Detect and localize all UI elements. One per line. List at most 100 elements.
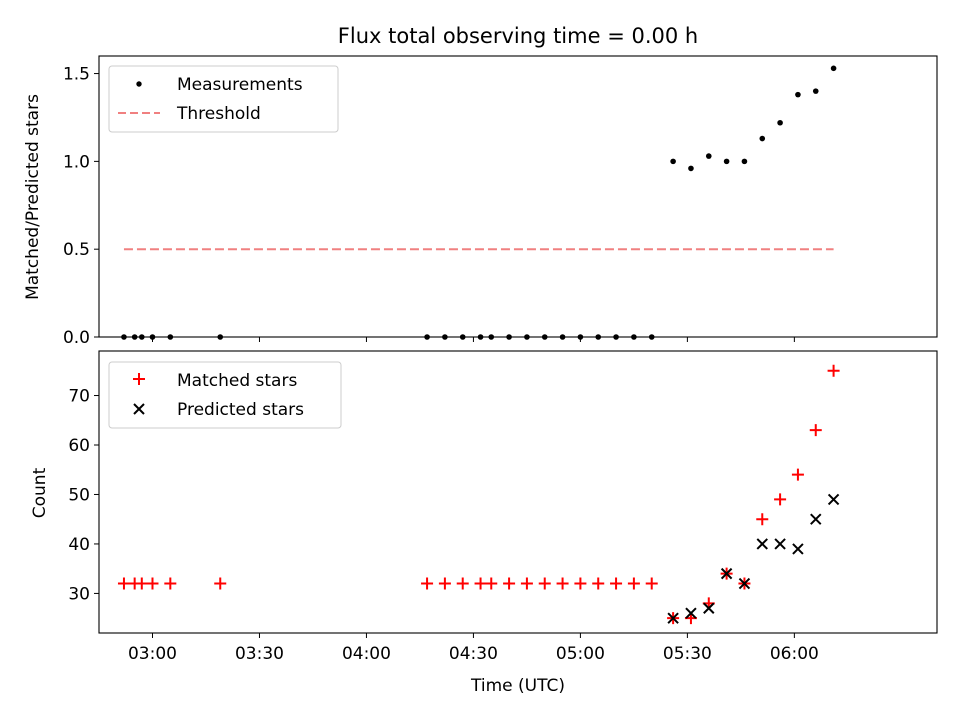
predicted-stars-point xyxy=(685,607,697,619)
legend-predicted-stars-label: Predicted stars xyxy=(177,400,304,420)
bottom-y-tick-label: 30 xyxy=(68,584,90,604)
measurements-point xyxy=(795,91,801,98)
measurements-point xyxy=(559,334,566,340)
measurements-point xyxy=(613,334,619,340)
x-tick-label: 03:00 xyxy=(128,644,177,664)
matched-stars-point xyxy=(574,577,587,590)
legend-threshold-label: Threshold xyxy=(176,104,261,124)
matched-stars-point xyxy=(503,577,516,590)
matched-stars-point xyxy=(117,577,130,590)
bottom-panel: 30 40 50 60 70 03:00 03:30 04:00 04:30 05:00 05:3… xyxy=(30,350,938,696)
bottom-data-marks xyxy=(117,364,840,625)
x-tick-label: 04:00 xyxy=(342,644,391,664)
measurements-point xyxy=(723,158,730,165)
matched-stars-point xyxy=(421,577,434,590)
matched-stars-point xyxy=(791,468,804,481)
measurements-point xyxy=(459,334,466,340)
measurements-point xyxy=(777,119,783,126)
x-tick-label: 05:00 xyxy=(556,644,605,664)
bottom-y-tick-label: 60 xyxy=(68,436,90,456)
matched-stars-point xyxy=(627,577,640,590)
top-plot-frame xyxy=(98,55,938,338)
predicted-stars-point xyxy=(703,602,715,614)
matched-stars-point xyxy=(214,577,227,590)
top-y-tick-label: 1.0 xyxy=(63,152,90,172)
measurements-point xyxy=(741,158,748,165)
top-panel: 0.0 0.5 1.0 1.5 Matched/Predicted stars Mea… xyxy=(23,55,938,348)
matched-stars-point xyxy=(146,577,159,590)
predicted-stars-point xyxy=(738,577,751,590)
legend-matched-stars-label: Matched stars xyxy=(177,371,297,391)
top-x-axis xyxy=(151,337,795,342)
matched-stars-point xyxy=(809,424,822,437)
measurements-point xyxy=(705,153,712,159)
bottom-y-axis-label: Count xyxy=(30,467,50,518)
measurements-point xyxy=(595,334,602,340)
bottom-legend: Matched stars Predicted stars xyxy=(108,361,342,429)
measurements-point xyxy=(477,334,484,340)
matched-stars-point xyxy=(485,577,498,590)
measurements-point xyxy=(812,88,819,94)
matched-stars-point xyxy=(774,493,787,506)
top-legend: Measurements Threshold xyxy=(108,65,339,133)
matched-stars-point xyxy=(520,577,533,590)
top-data-marks xyxy=(121,65,837,340)
measurements-point xyxy=(830,65,837,72)
bottom-y-tick-label: 40 xyxy=(68,535,90,555)
legend-predicted-stars-marker xyxy=(133,403,145,415)
measurements-point xyxy=(131,334,138,340)
measurements-point xyxy=(442,334,448,340)
matched-stars-point xyxy=(538,577,551,590)
measurements-point xyxy=(217,334,224,340)
measurements-point xyxy=(506,334,512,340)
measurements-point xyxy=(167,334,174,340)
x-tick-label: 03:30 xyxy=(235,644,284,664)
predicted-stars-point xyxy=(720,567,733,580)
measurements-point xyxy=(648,334,655,340)
top-y-axis: 0.0 0.5 1.0 1.5 xyxy=(63,65,99,348)
matched-stars-point xyxy=(610,577,623,590)
matched-stars-point xyxy=(592,577,605,590)
x-tick-label: 06:00 xyxy=(770,644,819,664)
legend-measurements-label: Measurements xyxy=(177,75,303,95)
measurements-point xyxy=(688,165,694,172)
measurements-point xyxy=(149,334,156,340)
bottom-legend-box xyxy=(108,361,342,429)
matched-stars-point xyxy=(645,577,658,590)
matched-stars-point xyxy=(556,577,569,590)
top-y-axis-label: Matched/Predicted stars xyxy=(23,94,43,300)
bottom-y-tick-label: 70 xyxy=(68,387,90,407)
top-y-tick-label: 0.0 xyxy=(63,328,90,348)
predicted-stars-point xyxy=(756,538,768,550)
bottom-plot-frame xyxy=(98,350,938,634)
predicted-stars-point xyxy=(774,538,786,550)
top-y-tick-label: 0.5 xyxy=(63,240,90,260)
top-y-tick-label: 1.5 xyxy=(63,65,90,85)
measurements-point xyxy=(121,334,127,340)
predicted-stars-point xyxy=(810,513,822,525)
bottom-x-axis: 03:00 03:30 04:00 04:30 05:00 05:30 06:00 xyxy=(128,633,819,664)
measurements-point xyxy=(424,334,430,340)
matched-stars-point xyxy=(827,364,840,377)
matched-stars-point xyxy=(164,577,177,590)
measurements-point xyxy=(488,334,495,340)
x-tick-label: 05:30 xyxy=(663,644,712,664)
legend-matched-stars-marker xyxy=(133,373,145,385)
bottom-y-tick-label: 50 xyxy=(68,485,90,505)
measurements-point xyxy=(759,135,766,142)
bottom-y-axis: 30 40 50 60 70 xyxy=(68,387,99,604)
predicted-stars-point xyxy=(667,612,679,624)
measurements-point xyxy=(138,334,145,340)
x-tick-label: 04:30 xyxy=(449,644,498,664)
measurements-point xyxy=(670,158,676,165)
measurements-point xyxy=(577,334,584,340)
matched-stars-point xyxy=(438,577,451,590)
measurements-point xyxy=(524,334,530,340)
measurements-point xyxy=(631,334,637,340)
legend-measurements-marker xyxy=(136,81,142,87)
matched-stars-point xyxy=(456,577,469,590)
chart-title: Flux total observing time = 0.00 h xyxy=(338,24,698,48)
x-axis-label: Time (UTC) xyxy=(470,676,565,696)
predicted-stars-point xyxy=(827,493,840,506)
